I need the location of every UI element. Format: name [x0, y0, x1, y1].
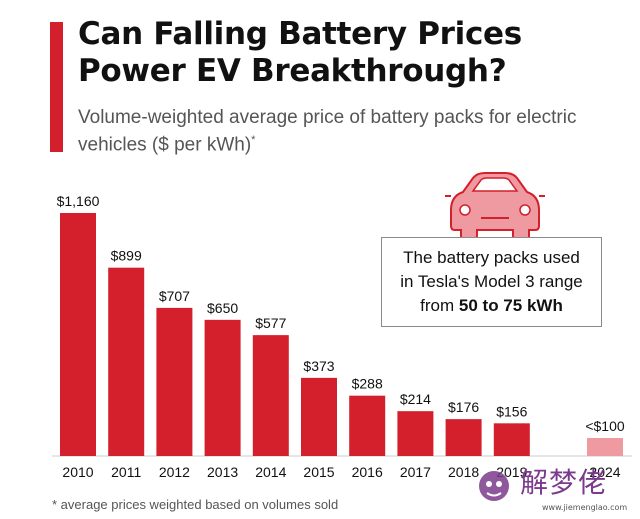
value-label-2014: $577: [255, 315, 286, 331]
callout-line-3: from 50 to 75 kWh: [382, 294, 601, 318]
watermark-text: 解梦佬: [520, 466, 608, 499]
bar-2016: [349, 395, 386, 456]
value-label-2015: $373: [303, 358, 334, 374]
category-label-2016: 2016: [352, 464, 383, 480]
category-label-2013: 2013: [207, 464, 238, 480]
callout-line-1: The battery packs used: [403, 248, 580, 267]
subtitle-text: Volume-weighted average price of battery…: [78, 107, 577, 156]
category-label-2017: 2017: [400, 464, 431, 480]
value-label-2016: $288: [352, 376, 383, 392]
bar-2013: [204, 319, 241, 456]
bar-2019: [493, 423, 530, 456]
watermark-url: www.jiemenglao.com: [542, 503, 628, 512]
value-label-2012: $707: [159, 288, 190, 304]
value-label-2013: $650: [207, 300, 238, 316]
bar-2015: [301, 377, 337, 456]
subtitle-footnote-mark: *: [251, 134, 256, 146]
value-label-2017: $214: [400, 391, 431, 407]
footnote: * average prices weighted based on volum…: [52, 497, 339, 512]
callout-line-3-prefix: from: [420, 296, 455, 315]
chart-title: Can Falling Battery Prices Power EV Brea…: [78, 16, 522, 89]
watermark-logo-icon: [479, 471, 509, 501]
bar-2018: [445, 419, 482, 456]
value-label-2024: <$100: [585, 418, 625, 434]
category-label-2011: 2011: [111, 464, 141, 480]
bar-2010: [60, 213, 96, 456]
bar-2011: [108, 267, 145, 456]
callout-line-2: in Tesla's Model 3 range: [400, 272, 583, 291]
title-accent-bar: [50, 22, 63, 152]
category-label-2014: 2014: [255, 464, 286, 480]
value-label-2011: $899: [111, 248, 142, 264]
category-label-2010: 2010: [62, 464, 93, 480]
category-label-2012: 2012: [159, 464, 190, 480]
category-label-2018: 2018: [448, 464, 479, 480]
bar-2017: [397, 411, 434, 456]
chart-subtitle: Volume-weighted average price of battery…: [78, 106, 578, 156]
value-label-2019: $156: [496, 403, 527, 419]
category-label-2015: 2015: [303, 464, 334, 480]
bar-2012: [156, 307, 193, 456]
value-label-2010: $1,160: [57, 193, 100, 209]
category-label-2024: 2024: [589, 464, 620, 480]
callout-line-3-strong: 50 to 75 kWh: [458, 296, 563, 315]
tesla-callout-box: The battery packs used in Tesla's Model …: [381, 237, 602, 327]
bar-2024: [587, 438, 623, 456]
value-label-2018: $176: [448, 399, 479, 415]
bar-2014: [252, 335, 289, 456]
